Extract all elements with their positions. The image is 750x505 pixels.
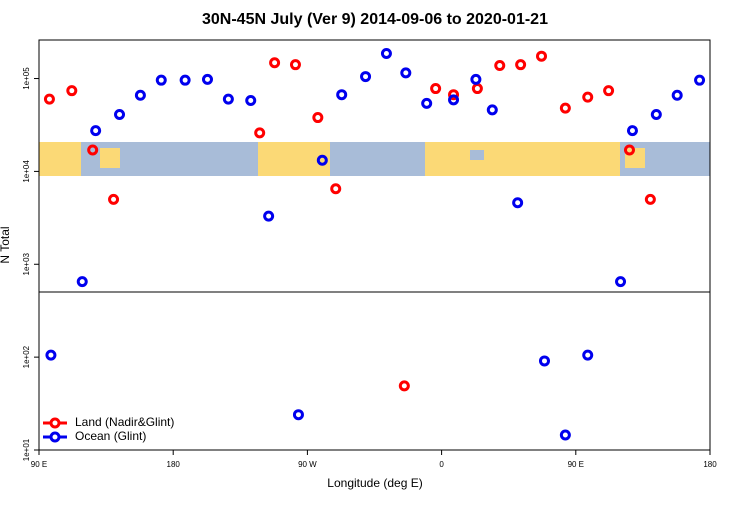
point	[448, 89, 460, 101]
legend-marker	[49, 417, 61, 429]
point	[289, 59, 301, 71]
y-tick-label: 1e+05	[22, 67, 31, 90]
point	[108, 193, 120, 205]
x-tick-label: 90 E	[568, 460, 584, 469]
point	[430, 83, 442, 95]
point	[398, 380, 410, 392]
point	[316, 154, 328, 166]
point	[671, 89, 683, 101]
point	[114, 108, 126, 120]
x-tick-label: 90 W	[298, 460, 317, 469]
point	[312, 112, 324, 124]
map-sea	[470, 150, 484, 160]
point	[76, 276, 88, 288]
point	[201, 73, 213, 85]
point	[470, 73, 482, 85]
point	[155, 74, 167, 86]
point	[626, 125, 638, 137]
y-axis-label: N Total	[0, 226, 12, 263]
point	[380, 48, 392, 60]
legend-label: Ocean (Glint)	[75, 429, 146, 443]
x-tick-label: 180	[703, 460, 717, 469]
map-land	[425, 142, 620, 176]
point	[582, 91, 594, 103]
x-tick-label: 180	[167, 460, 181, 469]
point	[45, 349, 57, 361]
point	[90, 125, 102, 137]
point	[448, 94, 460, 106]
point	[134, 89, 146, 101]
point	[471, 83, 483, 95]
point	[694, 74, 706, 86]
legend-marker	[49, 431, 61, 443]
point	[486, 104, 498, 116]
x-tick-label: 90 E	[31, 460, 47, 469]
y-tick-label: 1e+02	[22, 345, 31, 368]
point	[179, 74, 191, 86]
point	[87, 144, 99, 156]
point	[603, 85, 615, 97]
point	[421, 97, 433, 109]
point	[615, 276, 627, 288]
point	[538, 355, 550, 367]
point	[512, 197, 524, 209]
point	[623, 144, 635, 156]
point	[43, 93, 55, 105]
point	[536, 50, 548, 62]
y-tick-label: 1e+03	[22, 252, 31, 275]
point	[515, 59, 527, 71]
map-land	[625, 148, 645, 168]
point	[400, 67, 412, 79]
point	[245, 95, 257, 107]
point	[559, 429, 571, 441]
map-land	[100, 148, 120, 168]
point	[650, 108, 662, 120]
point	[582, 349, 594, 361]
point	[263, 210, 275, 222]
plot-frame	[38, 39, 711, 451]
x-axis-label: Longitude (deg E)	[327, 476, 422, 490]
point	[254, 127, 266, 139]
y-tick-label: 1e+01	[22, 438, 31, 461]
map-band	[39, 142, 710, 176]
map-land	[39, 142, 81, 176]
point	[559, 102, 571, 114]
point	[644, 193, 656, 205]
point	[292, 409, 304, 421]
point	[269, 57, 281, 69]
x-tick-label: 0	[439, 460, 444, 469]
point	[222, 93, 234, 105]
point	[330, 183, 342, 195]
point	[360, 71, 372, 83]
point	[66, 85, 78, 97]
point	[336, 89, 348, 101]
point	[494, 60, 506, 72]
chart-title: 30N-45N July (Ver 9) 2014-09-06 to 2020-…	[202, 11, 548, 28]
y-tick-label: 1e+04	[22, 160, 31, 183]
legend-label: Land (Nadir&Glint)	[75, 415, 174, 429]
